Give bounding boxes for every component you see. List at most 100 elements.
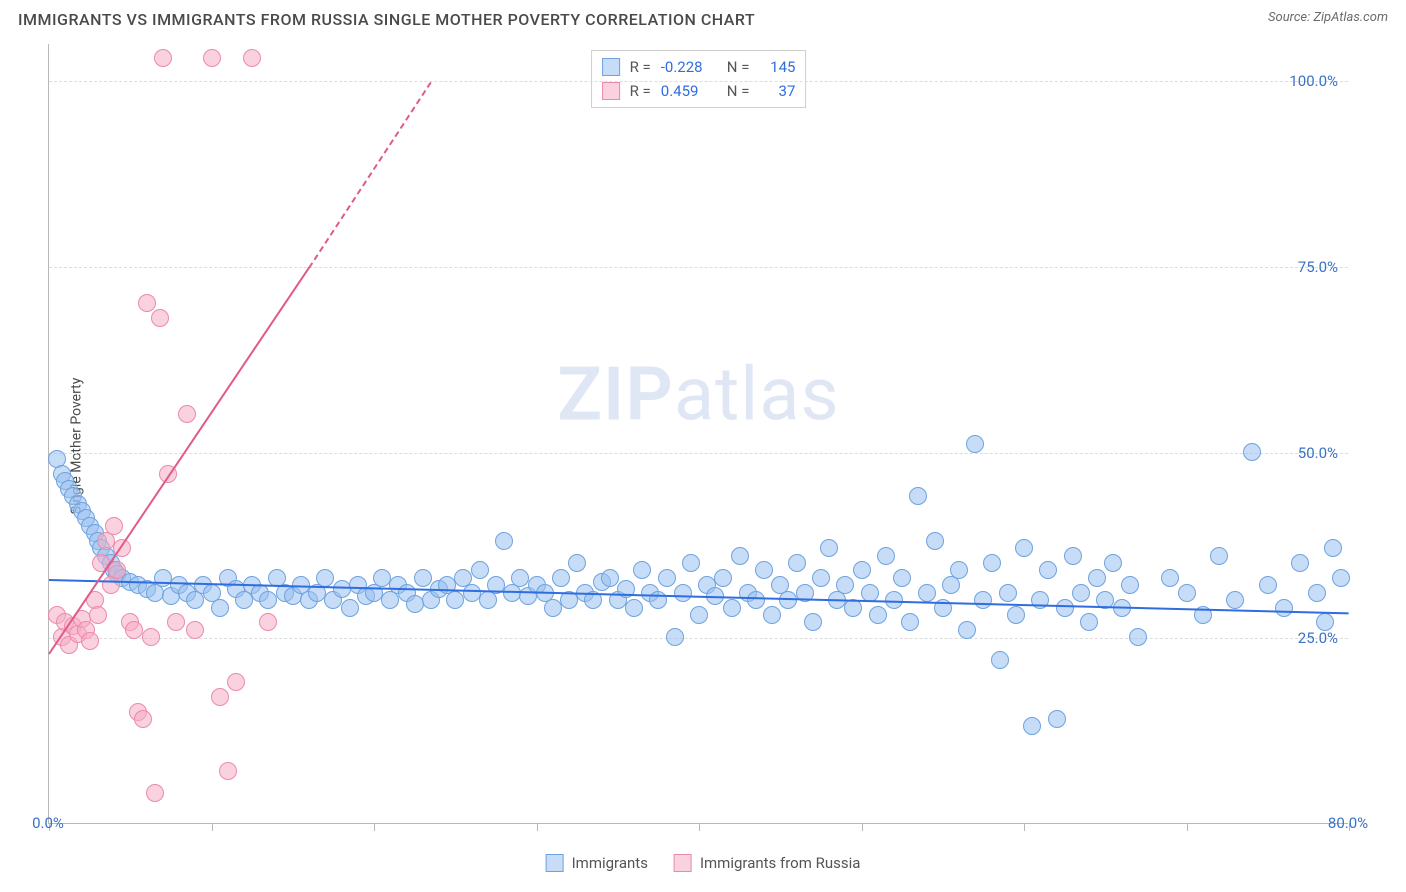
data-point (259, 613, 277, 631)
data-point (601, 569, 619, 587)
gridline (49, 638, 1348, 639)
x-tick (374, 823, 375, 831)
data-point (633, 561, 651, 579)
data-point (926, 532, 944, 550)
data-point (125, 621, 143, 639)
data-point (901, 613, 919, 631)
data-point (227, 673, 245, 691)
data-point (1121, 576, 1139, 594)
legend-label: Immigrants from Russia (700, 854, 860, 872)
legend-swatch (602, 58, 620, 76)
data-point (909, 487, 927, 505)
data-point (1316, 613, 1334, 631)
data-point (1064, 547, 1082, 565)
data-point (568, 554, 586, 572)
data-point (544, 599, 562, 617)
data-point (723, 599, 741, 617)
data-point (1259, 576, 1277, 594)
data-point (108, 561, 126, 579)
data-point (414, 569, 432, 587)
data-point (877, 547, 895, 565)
data-point (219, 762, 237, 780)
data-point (869, 606, 887, 624)
data-point (755, 561, 773, 579)
data-point (446, 591, 464, 609)
data-point (1056, 599, 1074, 617)
x-tick (862, 823, 863, 831)
data-point (333, 580, 351, 598)
data-point (495, 532, 513, 550)
data-point (406, 595, 424, 613)
legend-row: R =0.459N =37 (602, 79, 796, 103)
data-point (1015, 539, 1033, 557)
data-point (259, 591, 277, 609)
legend-swatch (602, 82, 620, 100)
data-point (804, 613, 822, 631)
gridline (49, 453, 1348, 454)
x-tick-label: 80.0% (1328, 814, 1368, 832)
data-point (203, 49, 221, 67)
data-point (154, 49, 172, 67)
data-point (714, 569, 732, 587)
legend-swatch (674, 854, 692, 872)
legend-n-value: 145 (759, 58, 795, 76)
data-point (731, 547, 749, 565)
legend-n-label: N = (727, 82, 750, 100)
data-point (958, 621, 976, 639)
data-point (1243, 443, 1261, 461)
chart-title: IMMIGRANTS VS IMMIGRANTS FROM RUSSIA SIN… (18, 10, 755, 29)
legend-r-value: -0.228 (661, 58, 717, 76)
x-tick-label: 0.0% (32, 814, 64, 832)
data-point (316, 569, 334, 587)
data-point (1178, 584, 1196, 602)
data-point (146, 784, 164, 802)
data-point (812, 569, 830, 587)
data-point (836, 576, 854, 594)
data-point (552, 569, 570, 587)
data-point (788, 554, 806, 572)
data-point (105, 517, 123, 535)
data-point (853, 561, 871, 579)
chart-header: IMMIGRANTS VS IMMIGRANTS FROM RUSSIA SIN… (0, 0, 1406, 35)
data-point (893, 569, 911, 587)
data-point (991, 651, 1009, 669)
chart-container: Single Mother Poverty ZIPatlas R =-0.228… (0, 36, 1406, 856)
data-point (138, 294, 156, 312)
data-point (1072, 584, 1090, 602)
x-tick (537, 823, 538, 831)
legend-r-label: R = (630, 58, 651, 76)
data-point (983, 554, 1001, 572)
data-point (1007, 606, 1025, 624)
gridline (49, 267, 1348, 268)
data-point (999, 584, 1017, 602)
data-point (211, 599, 229, 617)
data-point (674, 584, 692, 602)
data-point (1039, 561, 1057, 579)
data-point (763, 606, 781, 624)
data-point (1088, 569, 1106, 587)
data-point (918, 584, 936, 602)
data-point (1080, 613, 1098, 631)
x-tick (1024, 823, 1025, 831)
data-point (658, 569, 676, 587)
data-point (966, 435, 984, 453)
data-point (186, 621, 204, 639)
legend-r-value: 0.459 (661, 82, 717, 100)
y-tick-label: 50.0% (1298, 444, 1338, 462)
data-point (1332, 569, 1350, 587)
data-point (1308, 584, 1326, 602)
data-point (211, 688, 229, 706)
x-tick (1187, 823, 1188, 831)
watermark: ZIPatlas (557, 351, 839, 438)
source-attribution: Source: ZipAtlas.com (1268, 10, 1388, 29)
trend-line (308, 82, 432, 269)
plot-area: ZIPatlas R =-0.228N =145R =0.459N =37 25… (48, 44, 1348, 824)
legend-label: Immigrants (572, 854, 648, 872)
x-tick (212, 823, 213, 831)
data-point (950, 561, 968, 579)
data-point (974, 591, 992, 609)
data-point (1275, 599, 1293, 617)
data-point (341, 599, 359, 617)
data-point (167, 613, 185, 631)
data-point (1161, 569, 1179, 587)
